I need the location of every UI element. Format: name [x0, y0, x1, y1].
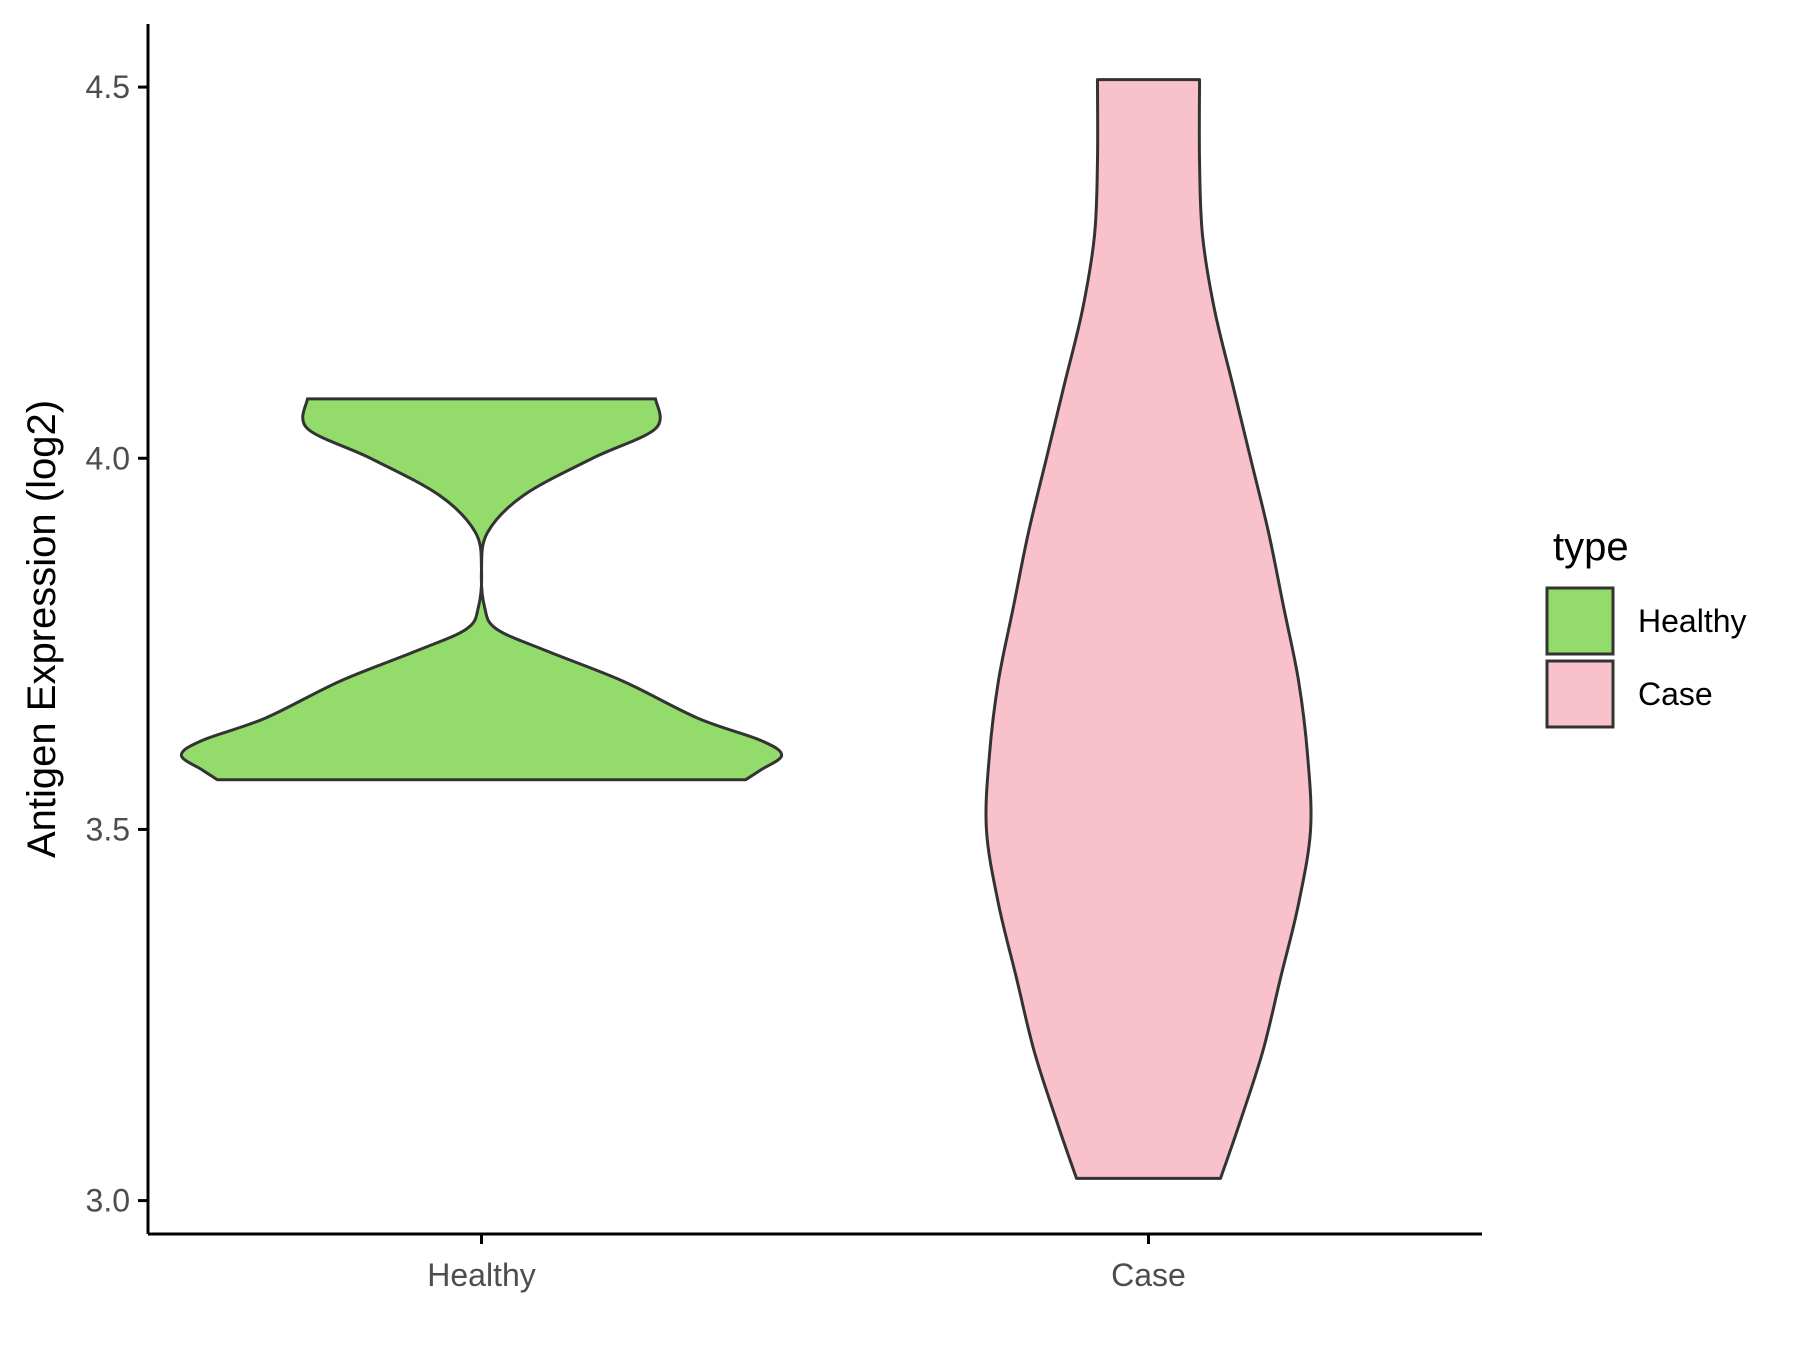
y-tick-label: 4.5 — [86, 69, 130, 105]
y-tick-label: 3.0 — [86, 1183, 130, 1219]
violins-group — [179, 78, 1313, 1180]
legend-entries: Healthy Case — [1545, 586, 1747, 729]
y-axis-title: Antigen Expression (log2) — [20, 400, 64, 858]
legend-title: type — [1553, 525, 1629, 569]
x-tick-label-case: Case — [1111, 1257, 1186, 1293]
legend: type Healthy Case — [1545, 525, 1747, 729]
legend-swatch-healthy — [1545, 586, 1615, 656]
y-ticks-group: 3.0 3.5 4.0 4.5 — [86, 69, 148, 1219]
y-tick-label: 3.5 — [86, 811, 130, 847]
legend-label-healthy: Healthy — [1638, 603, 1747, 639]
x-ticks-group: Healthy Case — [427, 1234, 1186, 1293]
violin-healthy — [179, 397, 784, 782]
legend-swatch-case — [1545, 659, 1615, 729]
legend-label-case: Case — [1638, 676, 1713, 712]
violin-case — [984, 78, 1313, 1180]
y-tick-label: 4.0 — [86, 440, 130, 476]
x-tick-label-healthy: Healthy — [427, 1257, 536, 1293]
